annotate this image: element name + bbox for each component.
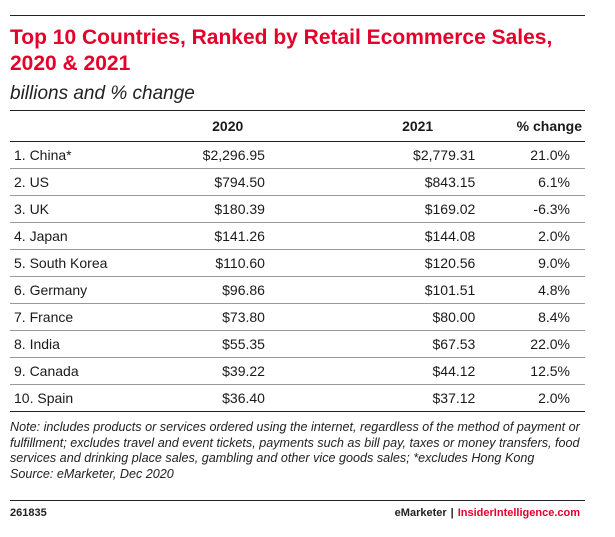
cell-2020: $55.35 — [150, 330, 265, 358]
chart-title: Top 10 Countries, Ranked by Retail Ecomm… — [10, 26, 553, 75]
brand-separator: | — [450, 507, 454, 519]
data-table: 2020 2021 % change 1. China* $2,296.95 $2,… — [10, 110, 585, 412]
cell-country: 3. UK — [10, 195, 151, 223]
cell-2021: $2,779.31 — [264, 141, 476, 169]
cell-country: 5. South Korea — [10, 249, 151, 277]
table-row: 5. South Korea $110.60 $120.56 9.0% — [10, 249, 585, 277]
cell-2021: $37.12 — [264, 384, 476, 412]
brand-emarketer: eMarketer — [394, 507, 447, 519]
cell-pct-change: 12.5% — [475, 357, 585, 385]
note-text: Note: includes products or services orde… — [10, 420, 580, 465]
header-country — [10, 110, 151, 142]
cell-country: 9. Canada — [10, 357, 151, 385]
brand-insiderintelligence: InsiderIntelligence.com — [457, 507, 580, 519]
cell-2020: $36.40 — [150, 384, 265, 412]
header-2020: 2020 — [150, 110, 265, 142]
cell-pct-change: 22.0% — [475, 330, 585, 358]
cell-2021: $67.53 — [264, 330, 476, 358]
bottom-rule — [10, 500, 585, 501]
cell-pct-change: 4.8% — [475, 276, 585, 304]
cell-2020: $141.26 — [150, 222, 265, 250]
header-2021: 2021 — [264, 110, 476, 142]
cell-2021: $120.56 — [264, 249, 476, 277]
table-header-row: 2020 2021 % change — [10, 110, 585, 142]
cell-2020: $110.60 — [150, 249, 265, 277]
cell-pct-change: 6.1% — [475, 168, 585, 196]
table-row: 8. India $55.35 $67.53 22.0% — [10, 330, 585, 358]
cell-pct-change: 8.4% — [475, 303, 585, 331]
cell-pct-change: 9.0% — [475, 249, 585, 277]
cell-2021: $80.00 — [264, 303, 476, 331]
table-row: 1. China* $2,296.95 $2,779.31 21.0% — [10, 141, 585, 169]
cell-country: 8. India — [10, 330, 151, 358]
cell-2021: $44.12 — [264, 357, 476, 385]
table-row: 7. France $73.80 $80.00 8.4% — [10, 303, 585, 331]
cell-2020: $2,296.95 — [150, 141, 265, 169]
cell-country: 1. China* — [10, 141, 151, 169]
cell-2020: $180.39 — [150, 195, 265, 223]
table-row: 2. US $794.50 $843.15 6.1% — [10, 168, 585, 196]
table-row: 3. UK $180.39 $169.02 -6.3% — [10, 195, 585, 223]
footnote: Note: includes products or services orde… — [10, 420, 588, 482]
cell-2021: $144.08 — [264, 222, 476, 250]
cell-2020: $39.22 — [150, 357, 265, 385]
source-text: Source: eMarketer, Dec 2020 — [10, 466, 174, 481]
chart-subtitle: billions and % change — [10, 83, 195, 104]
table-body: 1. China* $2,296.95 $2,779.31 21.0% 2. US $79… — [10, 141, 585, 412]
cell-country: 10. Spain — [10, 384, 151, 412]
cell-2021: $169.02 — [264, 195, 476, 223]
cell-country: 6. Germany — [10, 276, 151, 304]
top-rule — [10, 15, 585, 16]
cell-country: 4. Japan — [10, 222, 151, 250]
cell-pct-change: 21.0% — [475, 141, 585, 169]
table-row: 6. Germany $96.86 $101.51 4.8% — [10, 276, 585, 304]
cell-pct-change: -6.3% — [475, 195, 585, 223]
cell-2020: $794.50 — [150, 168, 265, 196]
cell-pct-change: 2.0% — [475, 384, 585, 412]
cell-country: 2. US — [10, 168, 151, 196]
cell-2020: $73.80 — [150, 303, 265, 331]
cell-country: 7. France — [10, 303, 151, 331]
header-pct-change: % change — [475, 110, 585, 142]
cell-2021: $843.15 — [264, 168, 476, 196]
cell-pct-change: 2.0% — [475, 222, 585, 250]
brand-credit: eMarketer | InsiderIntelligence.com — [395, 507, 580, 519]
table-row: 9. Canada $39.22 $44.12 12.5% — [10, 357, 585, 385]
cell-2021: $101.51 — [264, 276, 476, 304]
cell-2020: $96.86 — [150, 276, 265, 304]
table-row: 10. Spain $36.40 $37.12 2.0% — [10, 384, 585, 412]
table-row: 4. Japan $141.26 $144.08 2.0% — [10, 222, 585, 250]
chart-id: 261835 — [10, 507, 47, 519]
